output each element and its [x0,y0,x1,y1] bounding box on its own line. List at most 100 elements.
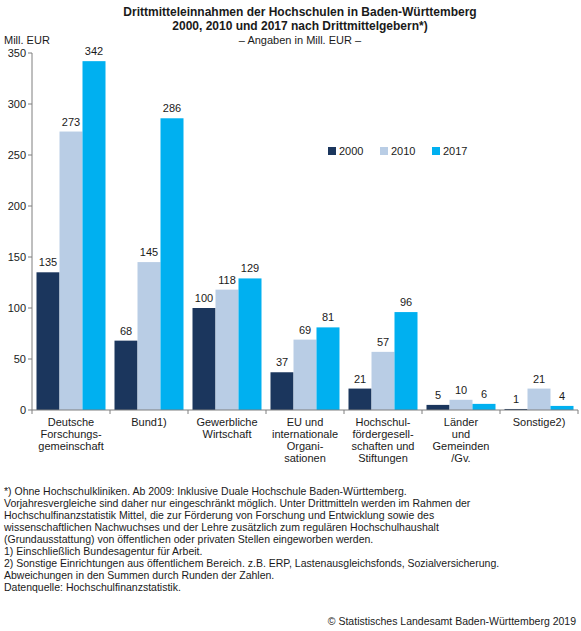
subtitle: – Angaben in Mill. EUR – [239,34,362,46]
footnote: Vorjahresvergleiche sind daher nur einge… [4,497,471,509]
x-tick-label-line: und [452,428,470,440]
data-label: 4 [559,390,565,402]
y-tick [28,308,32,309]
x-tick-label-line: /Gv. [451,452,470,464]
x-tick-label-line: Gewerbliche [196,416,257,428]
x-tick-label-line: Organi- [287,440,324,452]
data-label: 68 [120,325,132,337]
x-tick-label-line: sationen [284,452,326,464]
bars [37,61,574,410]
y-tick-label: 200 [8,200,26,212]
y-tick-label: 150 [8,251,26,263]
background [0,0,581,631]
data-label: 69 [299,324,311,336]
x-tick [500,410,501,414]
y-tick-label: 50 [14,353,26,365]
bar [551,406,574,410]
x-tick [422,410,423,414]
x-tick-label-line: Stiftungen [358,452,408,464]
y-tick [28,206,32,207]
bar [271,372,294,410]
footnote: Datenquelle: Hochschulfinanzstatistik. [4,581,181,593]
data-label: 342 [85,45,103,57]
bar [372,352,395,410]
x-tick-label-line: fördergesell- [352,428,413,440]
bar [473,404,496,410]
bar [161,118,184,410]
bar [395,312,418,410]
data-label: 96 [400,296,412,308]
footnote: (Grundausstattung) von öffentlichen oder… [4,533,373,545]
y-tick [28,410,32,411]
footnote: Hochschulfinanzstatistik Mittel, die zur… [4,509,434,521]
bar [216,290,239,410]
bar [115,341,138,410]
x-tick-label-line: Wirtschaft [203,428,252,440]
data-label: 100 [195,292,213,304]
data-label: 21 [533,373,545,385]
x-tick [578,410,579,414]
x-tick-label-line: Sonstige2) [513,416,566,428]
bar [138,262,161,410]
data-label: 37 [276,356,288,368]
bar [528,389,551,410]
bar [193,308,216,410]
x-tick-label: LänderundGemeinden/Gv. [433,416,490,464]
data-label: 1 [513,393,519,405]
data-label: 21 [354,373,366,385]
x-tick-label-line: gemeinschaft [38,440,103,452]
x-tick-label-line: Forschungs- [40,428,101,440]
bar [450,400,473,410]
x-tick [110,410,111,414]
bar [317,327,340,410]
bar [239,278,262,410]
data-label: 273 [62,116,80,128]
bar [37,272,60,410]
y-tick-label: 100 [8,302,26,314]
footnote: *) Ohne Hochschulkliniken. Ab 2009: Inkl… [4,485,407,497]
data-label: 5 [435,389,441,401]
data-label: 118 [218,274,236,286]
bar [349,389,372,410]
y-axis-label: Mill. EUR [4,34,50,46]
data-label: 81 [322,311,334,323]
y-tick [28,53,32,54]
y-tick-label: 350 [8,47,26,59]
footnote: wissenschaftlichen Nachwuchses und der L… [3,521,439,533]
x-tick [344,410,345,414]
x-tick-label-line: Länder [444,416,479,428]
data-label: 286 [163,102,181,114]
x-tick-label-line: Bund1) [131,416,166,428]
bar [427,405,450,410]
y-tick [28,155,32,156]
data-labels: 1356810037215127314511869571021342286129… [39,45,565,405]
x-axis [32,410,578,411]
data-label: 10 [455,384,467,396]
x-tick-label-line: Gemeinden [433,440,490,452]
footnote: 1) Einschließlich Bundesagentur für Arbe… [4,545,202,557]
bar [83,61,106,410]
x-tick-label-line: EU und [287,416,324,428]
legend-label: 2010 [391,145,415,157]
x-tick [188,410,189,414]
x-tick-label-line: Hochschul- [355,416,410,428]
legend-label: 2000 [339,145,363,157]
x-tick-label-line: internationale [272,428,338,440]
data-label: 57 [377,336,389,348]
footnote: 2) Sonstige Einrichtungen aus öffentlich… [4,557,499,569]
x-tick-label: Sonstige2) [513,416,566,428]
source: © Statistisches Landesamt Baden-Württemb… [328,615,576,627]
y-tick-label: 250 [8,149,26,161]
title: 2000, 2010 und 2017 nach Drittmittelgebe… [172,19,427,33]
data-label: 6 [481,388,487,400]
y-tick [28,257,32,258]
legend-swatch [432,147,440,155]
y-tick-label: 0 [20,404,26,416]
legend: 200020102017 [328,145,467,157]
title: Drittmitteleinnahmen der Hochschulen in … [123,5,476,19]
chart: Drittmitteleinnahmen der Hochschulen in … [0,0,581,631]
y-tick [28,359,32,360]
legend-swatch [328,147,336,155]
x-tick-label: Bund1) [131,416,166,428]
footnote: Abweichungen in den Summen durch Runden … [4,569,274,581]
